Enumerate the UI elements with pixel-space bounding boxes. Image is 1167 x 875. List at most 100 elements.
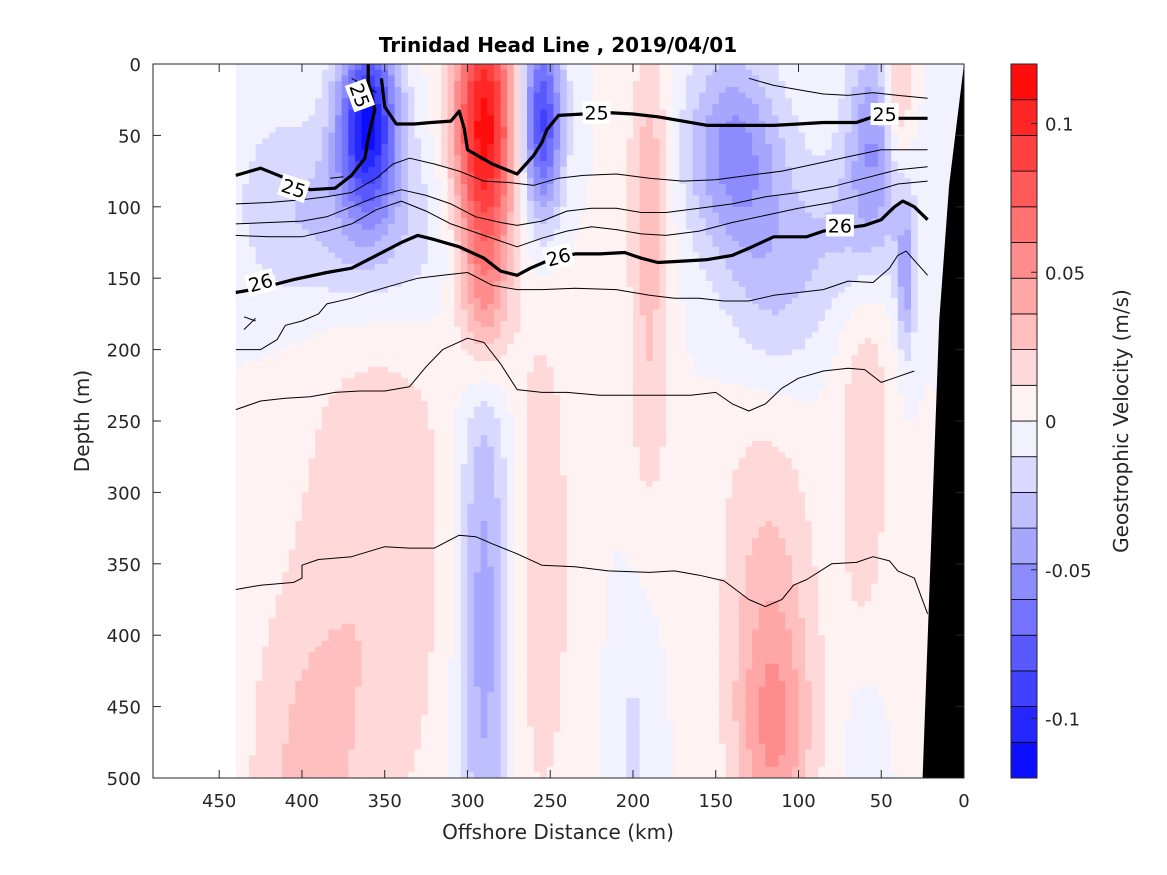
- heatmap-cell: [315, 155, 323, 162]
- heatmap-cell: [255, 658, 263, 665]
- heatmap-cell: [381, 429, 389, 436]
- heatmap-cell: [493, 560, 502, 568]
- heatmap-cell: [308, 458, 316, 465]
- heatmap-cell: [394, 509, 402, 516]
- heatmap-cell: [262, 669, 270, 676]
- heatmap-cell: [308, 475, 316, 482]
- heatmap-cell: [335, 406, 343, 414]
- heatmap-cell: [414, 440, 422, 448]
- heatmap-cell: [374, 143, 382, 151]
- heatmap-cell: [487, 732, 495, 739]
- heatmap-cell: [235, 309, 243, 316]
- heatmap-cell: [295, 103, 303, 111]
- heatmap-cell: [348, 212, 356, 219]
- heatmap-cell: [447, 212, 455, 219]
- heatmap-cell: [295, 675, 303, 682]
- heatmap-cell: [301, 572, 310, 579]
- heatmap-cell: [421, 715, 429, 722]
- heatmap-cell: [460, 263, 469, 271]
- heatmap-cell: [301, 246, 310, 254]
- heatmap-cell: [467, 652, 475, 659]
- heatmap-cell: [321, 418, 330, 425]
- heatmap-cell: [440, 189, 449, 196]
- heatmap-cell: [480, 463, 488, 471]
- heatmap-cell: [335, 703, 343, 711]
- heatmap-cell: [407, 578, 416, 585]
- heatmap-cell: [401, 429, 409, 436]
- heatmap-cell: [282, 412, 290, 419]
- heatmap-cell: [275, 429, 283, 436]
- heatmap-cell: [487, 709, 495, 716]
- heatmap-cell: [354, 549, 363, 556]
- heatmap-cell: [414, 132, 422, 139]
- heatmap-cell: [407, 269, 416, 276]
- heatmap-cell: [275, 241, 283, 248]
- heatmap-cell: [341, 355, 349, 362]
- heatmap-cell: [235, 343, 243, 351]
- heatmap-cell: [321, 458, 330, 465]
- heatmap-cell: [282, 303, 290, 311]
- heatmap-cell: [493, 675, 502, 682]
- heatmap-cell: [308, 749, 316, 756]
- heatmap-cell: [474, 429, 482, 436]
- heatmap-cell: [308, 755, 316, 762]
- heatmap-cell: [474, 480, 482, 488]
- heatmap-cell: [275, 589, 283, 596]
- heatmap-cell: [308, 698, 316, 705]
- heatmap-cell: [315, 92, 323, 99]
- heatmap-cell: [454, 492, 462, 499]
- heatmap-cell: [474, 509, 482, 516]
- heatmap-cell: [328, 766, 336, 773]
- heatmap-cell: [388, 86, 396, 94]
- heatmap-cell: [235, 75, 243, 82]
- heatmap-cell: [434, 246, 442, 254]
- heatmap-cell: [480, 475, 488, 482]
- heatmap-cell: [288, 223, 296, 231]
- heatmap-cell: [467, 321, 475, 328]
- heatmap-cell: [361, 492, 369, 499]
- heatmap-cell: [262, 75, 270, 82]
- heatmap-cell: [275, 578, 283, 585]
- heatmap-cell: [401, 618, 409, 625]
- heatmap-cell: [381, 760, 389, 768]
- heatmap-cell: [275, 75, 283, 82]
- heatmap-cell: [401, 623, 409, 631]
- heatmap-cell: [308, 440, 316, 448]
- heatmap-cell: [315, 578, 323, 585]
- heatmap-cell: [487, 292, 495, 299]
- heatmap-cell: [454, 555, 462, 562]
- heatmap-cell: [249, 600, 257, 608]
- heatmap-cell: [249, 332, 257, 339]
- heatmap-cell: [282, 698, 290, 705]
- heatmap-cell: [242, 132, 250, 139]
- heatmap-cell: [493, 212, 502, 219]
- heatmap-cell: [374, 292, 382, 299]
- heatmap-cell: [480, 321, 488, 328]
- heatmap-cell: [348, 600, 356, 608]
- heatmap-cell: [328, 469, 336, 476]
- heatmap-cell: [421, 543, 429, 551]
- heatmap-cell: [427, 81, 435, 88]
- heatmap-cell: [321, 543, 330, 551]
- heatmap-cell: [414, 703, 422, 711]
- heatmap-cell: [401, 709, 409, 716]
- heatmap-cell: [427, 463, 435, 471]
- heatmap-cell: [421, 629, 429, 636]
- heatmap-cell: [315, 755, 323, 762]
- heatmap-cell: [308, 566, 316, 573]
- heatmap-cell: [394, 229, 402, 236]
- heatmap-cell: [335, 172, 343, 179]
- heatmap-cell: [480, 286, 488, 294]
- heatmap-cell: [394, 86, 402, 94]
- heatmap-cell: [282, 75, 290, 82]
- heatmap-cell: [427, 126, 435, 134]
- heatmap-cell: [440, 212, 449, 219]
- heatmap-cell: [394, 321, 402, 328]
- heatmap-cell: [255, 709, 263, 716]
- heatmap-cell: [361, 692, 369, 699]
- heatmap-cell: [454, 149, 462, 156]
- heatmap-cell: [467, 686, 475, 693]
- heatmap-cell: [440, 469, 449, 476]
- heatmap-cell: [467, 92, 475, 99]
- heatmap-cell: [407, 635, 416, 642]
